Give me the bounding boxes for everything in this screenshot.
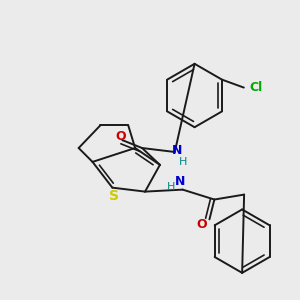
Text: N: N [172,143,182,157]
Text: H: H [167,182,175,192]
Text: Cl: Cl [249,81,262,94]
Text: H: H [178,157,187,167]
Text: O: O [115,130,126,142]
Text: N: N [175,175,185,188]
Text: O: O [196,218,207,231]
Text: S: S [109,189,119,202]
